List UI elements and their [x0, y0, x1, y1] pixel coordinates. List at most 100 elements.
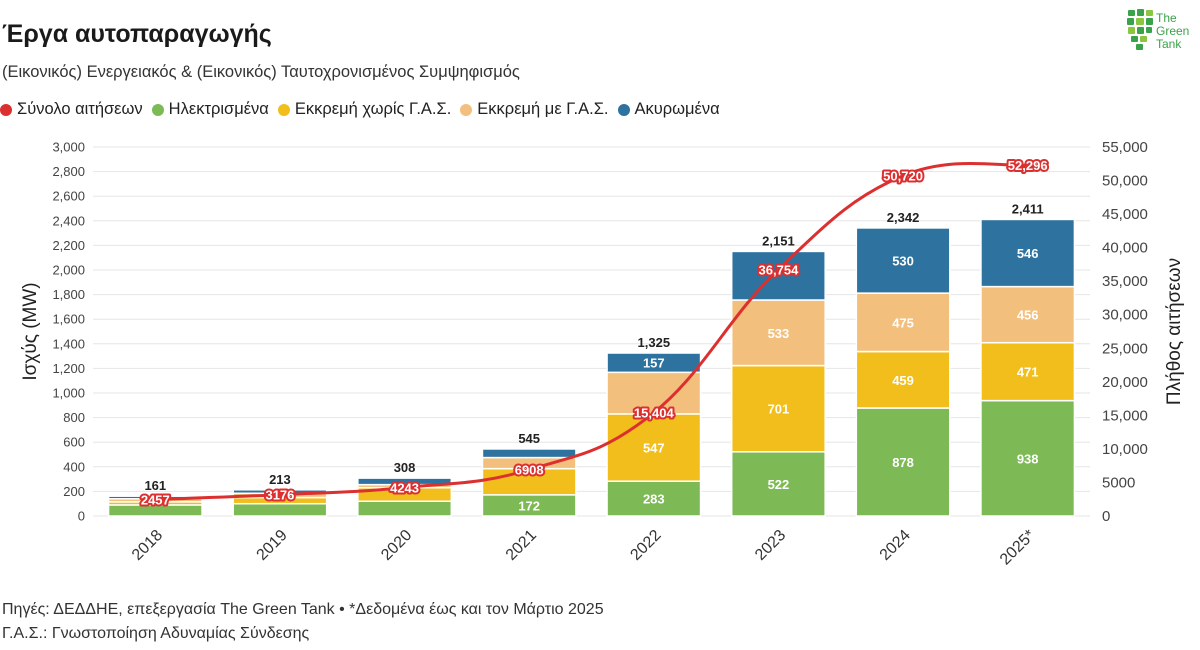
legend-item-pending-without-gas[interactable]: Εκκρεμή χωρίς Γ.Α.Σ.	[277, 100, 452, 119]
y-tick-label: 400	[63, 459, 85, 474]
bar-total-label: 2,151	[762, 233, 795, 248]
bar-total-label: 308	[394, 460, 416, 475]
legend-swatch-pending-without-gas	[277, 103, 290, 116]
x-tick-label: 2022	[627, 527, 664, 564]
bar-data-label: 475	[892, 315, 914, 330]
bar-segment	[855, 292, 951, 353]
y2-tick-label: 35,000	[1102, 273, 1148, 290]
y-tick-label: 1,400	[52, 336, 85, 351]
line-data-label: 6908	[515, 463, 544, 478]
y2-tick-label: 10,000	[1102, 441, 1148, 458]
bar-data-label: 157	[643, 356, 665, 371]
green-tank-logo: The Green Tank	[1126, 8, 1194, 60]
y2-tick-label: 30,000	[1102, 307, 1148, 324]
bar-data-label: 533	[768, 326, 790, 341]
chart-subtitle: (Εικονικός) Ενεργειακός & (Εικονικός) Τα…	[2, 63, 520, 81]
y-tick-label: 600	[63, 435, 85, 450]
bar-data-label: 530	[892, 254, 914, 269]
logo-text: The Green Tank	[1156, 11, 1190, 51]
bar-segment	[606, 480, 702, 517]
bar-segment	[855, 227, 951, 294]
legend-item-total-applications[interactable]: Σύνολο αιτήσεων	[0, 100, 143, 119]
footer-source: Πηγές: ΔΕΔΔΗΕ, επεξεργασία The Green Tan…	[2, 601, 604, 618]
bar-total-label: 2,411	[1012, 201, 1044, 216]
bar-total-label: 1,325	[638, 335, 671, 350]
y2-tick-label: 0	[1102, 508, 1110, 525]
legend-label-pending-without-gas: Εκκρεμή χωρίς Γ.Α.Σ.	[294, 100, 452, 118]
y2-tick-label: 20,000	[1102, 374, 1148, 391]
legend-item-electrified[interactable]: Ηλεκτρισμένα	[151, 100, 269, 119]
y-tick-label: 2,400	[52, 213, 85, 228]
y-tick-label: 1,800	[52, 287, 85, 302]
y2-tick-label: 45,000	[1102, 206, 1148, 223]
y-tick-label: 2,200	[52, 238, 85, 253]
chart-title: Έργα αυτοπαραγωγής	[2, 20, 272, 48]
bar-segment	[481, 467, 577, 496]
y-tick-label: 1,200	[52, 361, 85, 376]
bar-total-label: 545	[518, 431, 540, 446]
y-tick-label: 2,000	[52, 263, 85, 278]
bar-data-label: 471	[1017, 365, 1039, 380]
legend-swatch-cancelled	[617, 103, 630, 116]
legend-label-pending-with-gas: Εκκρεμή με Γ.Α.Σ.	[477, 100, 609, 118]
bar-data-label: 938	[1017, 451, 1039, 466]
bar-segment	[855, 350, 951, 409]
bar-segment	[980, 341, 1076, 402]
legend-swatch-total-applications	[0, 103, 12, 116]
bar-segment	[232, 502, 328, 517]
line-data-label: 2457	[141, 493, 170, 508]
bar-total-label: 213	[269, 472, 291, 487]
footer-note: Γ.Α.Σ.: Γνωστοποίηση Αδυναμίας Σύνδεσης	[2, 625, 310, 642]
bar-total-label: 2,342	[887, 210, 920, 225]
x-tick-label: 2020	[378, 527, 415, 564]
bar-segment	[730, 299, 826, 367]
bar-data-label: 546	[1017, 246, 1039, 261]
y-axis-title: Ισχύς (MW)	[20, 282, 41, 380]
y2-tick-label: 25,000	[1102, 340, 1148, 357]
bar-segment	[606, 413, 702, 482]
x-tick-label: 2023	[752, 527, 789, 564]
y-tick-label: 2,800	[52, 164, 85, 179]
line-data-label: 52,296	[1008, 158, 1048, 173]
bar-segment	[357, 477, 453, 486]
bar-segment	[980, 399, 1076, 517]
bar-total-label: 161	[144, 478, 166, 493]
y2-tick-label: 55,000	[1102, 139, 1148, 156]
bar-segment	[357, 500, 453, 517]
y-tick-label: 2,600	[52, 189, 85, 204]
bar-data-label: 172	[518, 498, 540, 513]
y-tick-label: 1,000	[52, 386, 85, 401]
logo-leaf-icon	[1127, 9, 1153, 50]
line-data-label: 3176	[265, 488, 294, 503]
bar-segment	[730, 451, 826, 517]
y2-axis-title: Πλήθος αιτήσεων	[1164, 258, 1185, 405]
bar-data-label: 547	[643, 441, 665, 456]
bar-data-label: 701	[768, 402, 790, 417]
y2-tick-label: 15,000	[1102, 407, 1148, 424]
legend-label-cancelled: Ακυρωμένα	[634, 100, 720, 118]
bar-data-label: 459	[892, 373, 914, 388]
line-data-label: 50,720	[883, 169, 923, 184]
bar-data-label: 283	[643, 492, 665, 507]
y-tick-label: 0	[78, 509, 85, 524]
x-tick-label: 2025*	[997, 527, 1039, 569]
y2-tick-label: 5000	[1102, 474, 1135, 491]
bar-segment	[730, 250, 826, 301]
y2-tick-label: 50,000	[1102, 173, 1148, 190]
y-tick-label: 800	[63, 410, 85, 425]
y2-tick-label: 40,000	[1102, 240, 1148, 257]
y-tick-label: 200	[63, 484, 85, 499]
line-data-label: 4243	[390, 481, 419, 496]
bar-data-label: 878	[892, 455, 914, 470]
legend-item-pending-with-gas[interactable]: Εκκρεμή με Γ.Α.Σ.	[460, 100, 609, 119]
legend-swatch-electrified	[151, 103, 164, 116]
line-data-label: 36,754	[759, 262, 800, 277]
bar-data-label: 522	[768, 477, 790, 492]
legend-item-cancelled[interactable]: Ακυρωμένα	[617, 100, 720, 119]
bar-segment	[481, 448, 577, 459]
y-tick-label: 3,000	[52, 140, 85, 155]
legend: Σύνολο αιτήσεων Ηλεκτρισμένα Εκκρεμή χωρ…	[0, 100, 729, 119]
legend-label-total-applications: Σύνολο αιτήσεων	[17, 100, 143, 118]
total-applications-line	[155, 161, 1028, 502]
